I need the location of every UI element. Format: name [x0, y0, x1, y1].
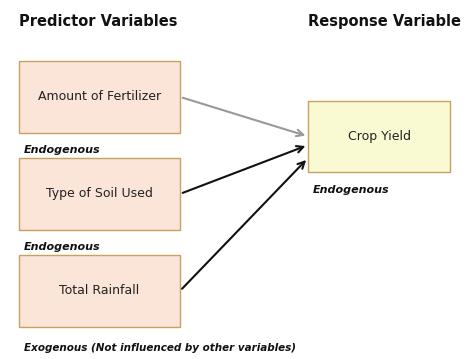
FancyBboxPatch shape: [308, 101, 450, 172]
Text: Predictor Variables: Predictor Variables: [19, 14, 177, 29]
Text: Endogenous: Endogenous: [24, 145, 100, 155]
FancyBboxPatch shape: [19, 61, 180, 133]
FancyBboxPatch shape: [19, 158, 180, 230]
FancyBboxPatch shape: [19, 255, 180, 327]
Text: Type of Soil Used: Type of Soil Used: [46, 187, 153, 200]
Text: Endogenous: Endogenous: [313, 185, 390, 195]
Text: Amount of Fertilizer: Amount of Fertilizer: [38, 90, 161, 103]
Text: Total Rainfall: Total Rainfall: [59, 284, 140, 297]
Text: Response Variable: Response Variable: [308, 14, 461, 29]
Text: Crop Yield: Crop Yield: [348, 130, 410, 143]
Text: Exogenous (Not influenced by other variables): Exogenous (Not influenced by other varia…: [24, 343, 296, 353]
Text: Endogenous: Endogenous: [24, 242, 100, 252]
